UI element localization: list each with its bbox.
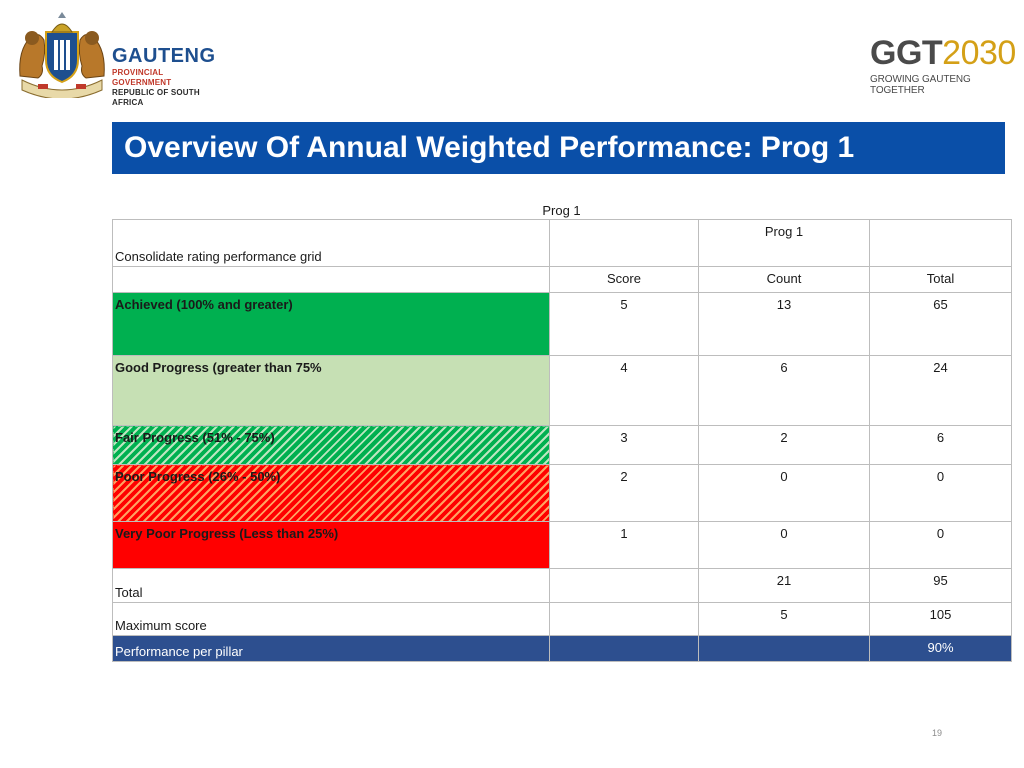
table-row: Good Progress (greater than 75% 4 6 24 (112, 355, 1012, 426)
gauteng-wordmark: GAUTENG PROVINCIAL GOVERNMENT REPUBLIC O… (112, 46, 216, 108)
score-cell: 2 (549, 464, 699, 522)
column-header-score: Score (549, 266, 699, 293)
rating-label-very-poor: Very Poor Progress (Less than 25%) (112, 521, 550, 569)
total-cell: 24 (869, 355, 1012, 426)
ggt2030-logo: GGT2030 GROWING GAUTENG TOGETHER (870, 34, 1016, 96)
gauteng-logo: GAUTENG PROVINCIAL GOVERNMENT REPUBLIC O… (16, 10, 215, 107)
column-header-total: Total (869, 266, 1012, 293)
score-cell: 3 (549, 425, 699, 465)
count-cell: 0 (698, 521, 870, 569)
count-cell: 0 (698, 464, 870, 522)
table-row: Fair Progress (51% - 75%) 3 2 6 (112, 425, 1012, 465)
table-header-row: Consolidate rating performance grid Prog… (112, 219, 1012, 267)
brand-main-b: 2030 (942, 34, 1016, 72)
org-name: GAUTENG (112, 45, 216, 67)
total-cell: 0 (869, 521, 1012, 569)
total-label: Total (112, 568, 550, 603)
column-header-count: Count (698, 266, 870, 293)
performance-row: Performance per pillar 90% (112, 635, 1012, 662)
count-cell: 2 (698, 425, 870, 465)
grid-label: Consolidate rating performance grid (115, 249, 322, 264)
empty-cell (698, 635, 870, 662)
brand-main-a: GGT (870, 34, 943, 72)
count-cell: 13 (698, 292, 870, 356)
table-row: Very Poor Progress (Less than 25%) 1 0 0 (112, 521, 1012, 569)
coat-of-arms-icon (19, 12, 105, 98)
performance-label: Performance per pillar (112, 635, 550, 662)
table-row: Achieved (100% and greater) 5 13 65 (112, 292, 1012, 356)
brand-tagline: GROWING GAUTENG TOGETHER (870, 74, 971, 96)
subheader-cell: Prog 1 (698, 219, 870, 267)
max-total-cell: 105 (869, 602, 1012, 636)
total-row: Total 21 95 (112, 568, 1012, 603)
score-cell: 4 (549, 355, 699, 426)
header-empty-cell (869, 219, 1012, 267)
score-cell: 1 (549, 521, 699, 569)
org-line1: PROVINCIAL GOVERNMENT (112, 68, 172, 87)
empty-cell (549, 568, 699, 603)
page-number: 19 (932, 728, 943, 738)
grid-label-cell: Consolidate rating performance grid (112, 219, 550, 267)
empty-cell (549, 602, 699, 636)
column-header-row: Score Count Total (112, 266, 1012, 293)
total-cell: 6 (869, 425, 1012, 465)
column-header-empty (112, 266, 550, 293)
rating-label-good: Good Progress (greater than 75% (112, 355, 550, 426)
rating-label-achieved: Achieved (100% and greater) (112, 292, 550, 356)
org-line2: REPUBLIC OF SOUTH AFRICA (112, 88, 200, 107)
rating-label-fair: Fair Progress (51% - 75%) (112, 425, 550, 465)
max-count-cell: 5 (698, 602, 870, 636)
header-empty-cell (549, 219, 699, 267)
subheader-label: Prog 1 (764, 224, 804, 239)
table-caption: Prog 1 (542, 203, 581, 218)
total-cell: 0 (869, 464, 1012, 522)
rating-label-poor: Poor Progress (26% - 50%) (112, 464, 550, 522)
page-title: Overview Of Annual Weighted Performance:… (124, 131, 855, 164)
max-score-row: Maximum score 5 105 (112, 602, 1012, 636)
rating-performance-table: Consolidate rating performance grid Prog… (112, 219, 1012, 662)
title-banner: Overview Of Annual Weighted Performance:… (112, 122, 1005, 174)
performance-value: 90% (869, 635, 1012, 662)
ggt2030-wordmark: GGT2030 (870, 34, 1016, 72)
total-count-cell: 21 (698, 568, 870, 603)
count-cell: 6 (698, 355, 870, 426)
table-row: Poor Progress (26% - 50%) 2 0 0 (112, 464, 1012, 522)
empty-cell (549, 635, 699, 662)
score-cell: 5 (549, 292, 699, 356)
total-total-cell: 95 (869, 568, 1012, 603)
total-cell: 65 (869, 292, 1012, 356)
max-score-label: Maximum score (112, 602, 550, 636)
